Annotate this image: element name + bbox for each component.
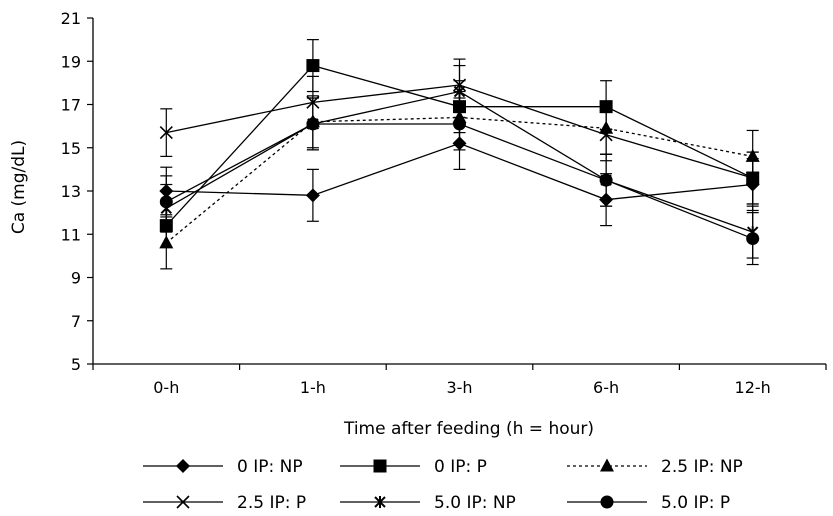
legend-marker — [176, 495, 190, 509]
data-point — [599, 173, 613, 187]
series-markers — [159, 59, 760, 249]
data-point — [453, 100, 466, 114]
data-point — [745, 148, 760, 162]
legend-marker — [600, 458, 614, 472]
error-bars — [160, 39, 759, 270]
data-point — [452, 136, 467, 151]
data-point — [306, 95, 320, 109]
data-point — [453, 117, 466, 131]
data-point — [746, 232, 760, 246]
x-tick-label: 3-h — [446, 378, 472, 397]
y-tick-label: 9 — [71, 269, 81, 288]
y-tick-label: 11 — [61, 225, 81, 244]
legend-label: 2.5 IP: NP — [661, 457, 743, 477]
data-point — [159, 126, 173, 140]
y-tick-label: 13 — [61, 182, 81, 201]
legend-marker — [373, 459, 387, 473]
data-point — [159, 184, 174, 198]
y-tick-label: 21 — [61, 9, 81, 28]
y-tick-label: 17 — [61, 96, 81, 115]
data-point — [599, 100, 613, 114]
legend-item: 0 IP: NP — [143, 457, 303, 477]
data-point — [453, 85, 466, 98]
legend-label: 0 IP: P — [434, 457, 487, 477]
x-axis-title: Time after feeding (h = hour) — [343, 419, 594, 439]
data-point — [159, 235, 174, 249]
legend-label: 0 IP: NP — [237, 457, 303, 477]
legend-item: 2.5 IP: P — [143, 493, 306, 513]
x-tick-label: 6-h — [593, 378, 619, 397]
data-point — [599, 120, 614, 134]
data-point — [159, 195, 173, 209]
legend-label: 5.0 IP: P — [661, 493, 730, 513]
data-point — [306, 59, 320, 73]
chart-axes: 5 7 9 11 13 15 17 19 21 0-h 1-h 3-h 6-h 12-h — [61, 9, 827, 397]
legend-marker — [374, 496, 386, 508]
legend-item: 0 IP: P — [340, 457, 487, 477]
y-tick-label: 15 — [61, 139, 81, 158]
data-point — [599, 192, 614, 207]
x-tick-label: 0-h — [153, 378, 179, 397]
legend: 0 IP: NP 0 IP: P 2.5 IP: NP 2.5 IP: P 5.0 IP… — [143, 457, 743, 513]
legend-marker — [600, 495, 614, 509]
legend-item: 5.0 IP: NP — [340, 493, 516, 513]
legend-label: 5.0 IP: NP — [434, 493, 516, 513]
y-tick-label: 5 — [71, 355, 81, 374]
legend-item: 2.5 IP: NP — [567, 457, 743, 477]
y-axis-title: Ca (mg/dL) — [9, 140, 29, 234]
legend-label: 2.5 IP: P — [237, 493, 306, 513]
data-point — [159, 219, 173, 233]
x-tick-label: 12-h — [735, 378, 771, 397]
data-point — [746, 171, 760, 185]
legend-marker — [176, 459, 190, 473]
data-point — [306, 117, 320, 131]
y-tick-label: 7 — [71, 312, 81, 331]
x-tick-label: 1-h — [300, 378, 326, 397]
data-point — [305, 188, 320, 203]
y-tick-label: 19 — [61, 52, 81, 71]
legend-item: 5.0 IP: P — [567, 493, 730, 513]
data-point — [599, 128, 613, 142]
data-point — [452, 78, 467, 92]
